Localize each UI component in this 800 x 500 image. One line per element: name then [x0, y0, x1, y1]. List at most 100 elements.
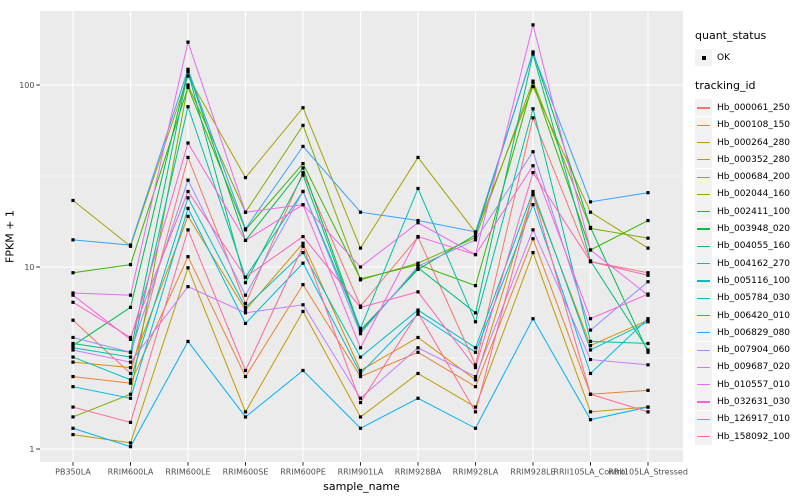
legend: quant_status OK tracking_id Hb_000061_25…	[695, 29, 800, 446]
data-point	[646, 350, 650, 354]
legend-key-box	[695, 151, 712, 169]
data-point	[473, 385, 478, 389]
y-axis-title: FPKM + 1	[3, 210, 17, 263]
data-point	[243, 175, 248, 180]
legend-title-quant-status: quant_status	[695, 29, 767, 42]
legend-item-Hb_006829_080: Hb_006829_080	[695, 324, 800, 342]
data-point	[71, 335, 75, 340]
legend-item-label: Hb_005784_030	[717, 293, 791, 304]
data-point	[128, 355, 133, 359]
legend-item-label: Hb_000684_200	[717, 172, 791, 183]
data-point	[646, 280, 650, 284]
legend-key-box	[695, 168, 712, 186]
data-point	[473, 410, 478, 414]
data-point	[588, 392, 593, 396]
data-point	[416, 290, 420, 294]
legend-key-box	[695, 393, 712, 411]
legend-item-label: Hb_003948_020	[717, 224, 791, 235]
data-point	[301, 203, 305, 207]
data-point	[416, 221, 420, 225]
data-point	[301, 250, 305, 255]
data-point	[646, 410, 650, 414]
data-point	[531, 107, 535, 111]
legend-item-Hb_004055_160: Hb_004055_160	[695, 237, 800, 255]
series-color-line-icon	[697, 245, 710, 247]
x-tick-label: RRIM928LA	[453, 468, 499, 477]
data-point	[71, 291, 75, 295]
data-point	[473, 426, 478, 430]
data-point	[128, 378, 133, 382]
data-point	[186, 85, 190, 90]
legend-item-label: Hb_032631_030	[717, 396, 791, 407]
legend-key-box	[695, 255, 712, 273]
data-point	[531, 237, 535, 241]
legend-key-box	[695, 358, 712, 376]
data-point	[243, 227, 248, 231]
x-tick-label: RRIM928LE	[510, 468, 555, 477]
data-point	[301, 123, 305, 127]
data-point	[646, 236, 650, 240]
legend-item-label: Hb_000352_280	[717, 154, 791, 165]
data-point	[243, 311, 248, 315]
legend-item-Hb_007904_060: Hb_007904_060	[695, 341, 800, 359]
data-point	[646, 246, 650, 250]
legend-item-Hb_002044_160: Hb_002044_160	[695, 185, 800, 203]
data-point	[243, 275, 248, 279]
data-point	[588, 260, 593, 264]
data-point	[301, 144, 305, 148]
legend-key-box	[695, 185, 712, 203]
x-tick-label: RRIM928BA	[395, 468, 442, 477]
legend-key-box	[695, 324, 712, 342]
legend-item-Hb_003948_020: Hb_003948_020	[695, 220, 800, 238]
data-point	[473, 284, 478, 288]
data-point	[588, 348, 593, 352]
data-point	[128, 445, 133, 449]
legend-item-Hb_000684_200: Hb_000684_200	[695, 168, 800, 186]
x-tick-label: RRIM600SE	[223, 468, 269, 477]
legend-item-Hb_002411_100: Hb_002411_100	[695, 203, 800, 221]
data-point	[531, 250, 535, 255]
data-point	[416, 311, 420, 315]
legend-item-label: Hb_010557_010	[717, 379, 791, 390]
data-point	[358, 368, 363, 373]
data-point	[186, 189, 190, 194]
data-point	[128, 350, 133, 354]
series-color-line-icon	[697, 263, 710, 265]
data-point	[646, 341, 650, 346]
data-point	[358, 346, 363, 350]
data-point	[301, 261, 305, 265]
data-point	[473, 252, 478, 257]
legend-key-box	[695, 410, 712, 428]
series-color-line-icon	[697, 159, 710, 161]
legend-key-box	[695, 307, 712, 324]
data-point	[358, 332, 363, 336]
data-point	[646, 388, 650, 392]
data-point	[71, 385, 75, 389]
legend-item-Hb_126917_010: Hb_126917_010	[695, 410, 800, 428]
legend-item-label: OK	[717, 52, 730, 63]
x-tick-label: RRII105LA_Stressed	[608, 468, 688, 477]
legend-title-tracking-id: tracking_id	[695, 79, 756, 93]
data-point	[646, 273, 650, 277]
data-point	[128, 243, 133, 247]
data-point	[588, 357, 593, 362]
data-point	[128, 441, 133, 445]
data-point	[301, 171, 305, 175]
data-point	[301, 309, 305, 314]
x-axis-title: sample_name	[323, 480, 400, 493]
y-tick-label: 10	[24, 263, 34, 272]
data-point	[358, 371, 363, 376]
data-point	[71, 426, 75, 430]
series-color-line-icon	[697, 314, 710, 317]
legend-item-Hb_000352_280: Hb_000352_280	[695, 151, 800, 169]
data-point	[71, 198, 75, 203]
data-point	[128, 360, 133, 364]
data-point	[531, 203, 535, 207]
data-point	[301, 234, 305, 239]
panel-background	[40, 11, 683, 462]
legend-key-box	[695, 49, 712, 67]
data-point	[186, 40, 190, 44]
x-tick-label: RRIM600PE	[280, 468, 326, 477]
legend-item-label: Hb_002044_160	[717, 189, 791, 200]
series-color-line-icon	[697, 124, 710, 126]
